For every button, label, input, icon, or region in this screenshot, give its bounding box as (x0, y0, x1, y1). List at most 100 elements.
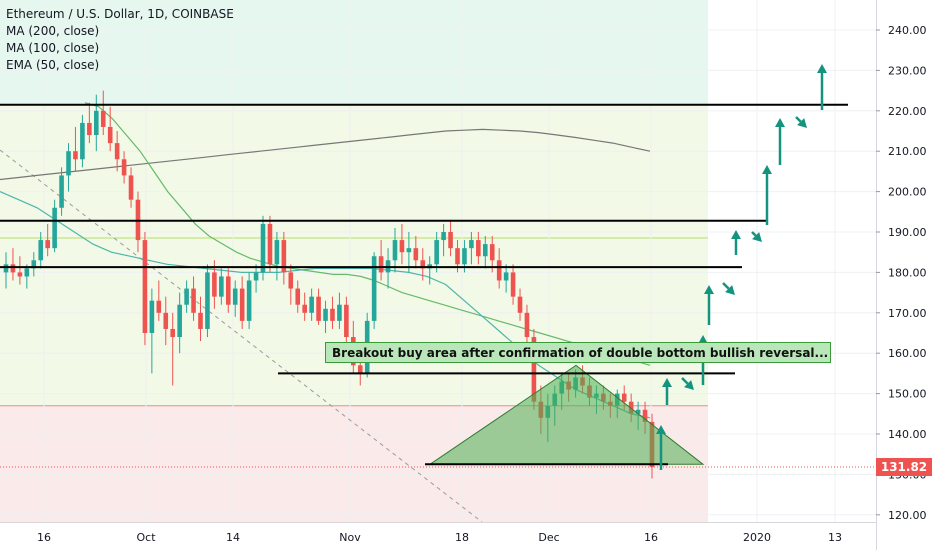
candle-body (121, 159, 127, 176)
candle-body (295, 288, 301, 305)
arrow-down-head (797, 118, 807, 128)
arrow-down (751, 231, 757, 237)
x-tick-label: Oct (136, 531, 156, 544)
ma200-line (0, 128, 651, 181)
chart-legend: Ethereum / U.S. Dollar, 1D, COINBASE MA … (6, 6, 234, 74)
x-tick-label: 14 (226, 531, 240, 544)
x-tick-label: 16 (644, 531, 658, 544)
candle-body (476, 240, 481, 257)
candle-body (253, 272, 259, 281)
candle-body (399, 240, 405, 253)
candle-body (191, 288, 196, 313)
arrow-up-head (662, 378, 672, 387)
indicator-ma200[interactable]: MA (200, close) (6, 24, 100, 38)
candle-body (149, 300, 155, 333)
candle-body (496, 260, 502, 281)
arrow-down-head (725, 285, 735, 295)
candle-body (455, 248, 460, 265)
y-tick-label: 220.00 (888, 105, 927, 118)
indicator-ma100[interactable]: MA (100, close) (6, 41, 100, 55)
candle-body (87, 122, 92, 136)
grid-lines (0, 0, 876, 522)
arrow-up-head (656, 425, 666, 434)
candle-body (163, 312, 169, 329)
candle-body (52, 207, 57, 249)
candle-body (323, 308, 328, 321)
candle-body (219, 276, 224, 297)
x-tick-label: 18 (455, 531, 469, 544)
candle-body (316, 296, 321, 321)
x-tick-label: Nov (339, 531, 361, 544)
candle-body (330, 308, 335, 321)
candle-body (260, 223, 266, 273)
arrow-up-head (775, 118, 785, 127)
candle-body (482, 244, 488, 257)
y-tick-label: 140.00 (888, 428, 927, 441)
candle-body (80, 122, 85, 160)
y-tick-label: 240.00 (888, 24, 927, 37)
candle-body (3, 264, 9, 273)
candle-body (344, 304, 349, 338)
y-tick-label: 150.00 (888, 388, 927, 401)
last-price-badge: 131.82 (876, 458, 932, 476)
y-tick-label: 230.00 (888, 64, 927, 77)
arrow-down-head (752, 232, 762, 242)
candle-body (246, 280, 252, 321)
arrow-up-head (731, 230, 741, 239)
candle-body (24, 268, 30, 277)
y-tick-label: 210.00 (888, 145, 927, 158)
candle-body (288, 272, 294, 289)
candle-body (232, 288, 238, 305)
candle-body (517, 296, 523, 313)
x-tick-label: 2020 (743, 531, 771, 544)
candle-body (45, 240, 50, 249)
trend-lines (0, 149, 483, 523)
candle-body (441, 232, 446, 241)
candle-body (73, 151, 78, 160)
candle-body (489, 244, 495, 261)
candle-body (198, 312, 203, 329)
zone-top (0, 0, 708, 105)
candle-body (378, 256, 384, 273)
arrow-up-head (704, 285, 714, 294)
ma100-line (84, 102, 651, 366)
candle-body (156, 300, 162, 313)
candle-body (302, 304, 307, 313)
candle-body (462, 248, 467, 265)
candle-body (31, 260, 37, 269)
candle-body (420, 260, 426, 269)
candle-body (503, 272, 509, 281)
y-tick-label: 120.00 (888, 509, 927, 522)
arrow-down-head (684, 380, 694, 390)
y-tick-label: 200.00 (888, 186, 927, 199)
candle-body (413, 248, 419, 261)
candle-body (267, 223, 273, 265)
candle-body (66, 151, 71, 176)
candle-body (170, 328, 176, 338)
y-tick-label: 180.00 (888, 266, 927, 279)
ema50-line (0, 191, 651, 419)
candle-body (59, 175, 64, 208)
x-tick-label: Dec (538, 531, 559, 544)
moving-averages (0, 102, 651, 419)
arrow-up-head (762, 165, 772, 174)
candle-body (212, 272, 217, 297)
y-tick-label: 170.00 (888, 307, 927, 320)
indicator-ema50[interactable]: EMA (50, close) (6, 58, 100, 72)
arrow-down (681, 377, 689, 385)
candle-body (10, 264, 16, 273)
candle-body (100, 110, 106, 127)
candle-body (642, 409, 648, 422)
arrow-down (722, 282, 730, 290)
annotation-box: Breakout buy area after confirmation of … (325, 342, 831, 363)
symbol-title: Ethereum / U.S. Dollar, 1D, COINBASE (6, 7, 234, 21)
candle-body (94, 110, 99, 136)
dashed-trendline (0, 149, 483, 523)
candle-body (205, 272, 210, 329)
candle-body (239, 288, 245, 321)
candle-body (281, 240, 287, 273)
candle-body (225, 276, 231, 305)
candle-body (371, 256, 377, 321)
candle-body (635, 409, 641, 414)
